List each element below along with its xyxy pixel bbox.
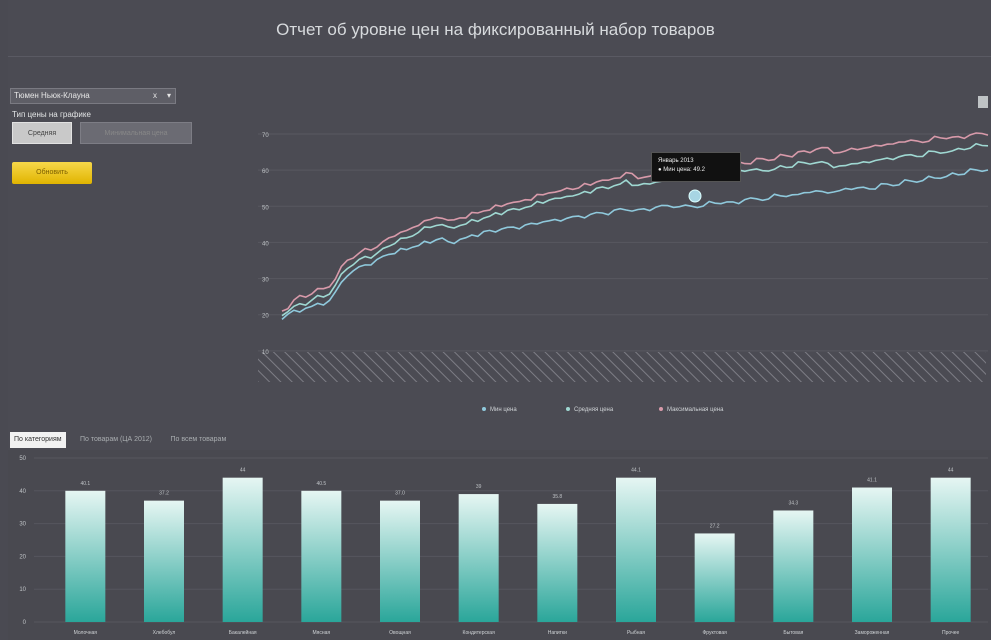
x-tick-label: Рыбная	[627, 630, 645, 636]
x-tick-label: Хлебобул	[153, 630, 176, 636]
bar-value-label: 44.1	[631, 468, 641, 474]
legend-marker	[482, 407, 486, 411]
y-tick-label: 70	[262, 133, 269, 139]
bar[interactable]	[458, 494, 499, 622]
y-tick-label: 40	[262, 241, 269, 247]
hover-point[interactable]	[688, 189, 702, 203]
x-tick-label: Бытовая	[783, 630, 803, 636]
bar-value-label: 40.5	[316, 481, 326, 487]
city-select[interactable]: Тюмен Ньюк-Клауна x ▾	[10, 88, 176, 104]
bar-chart: 0 10 20 30 40 50 40.1 Молочная 37.2 Хлебобул 44 Ба…	[19, 456, 988, 636]
x-tick-label: Мясная	[313, 630, 331, 636]
x-tick-label: Бакалейная	[229, 629, 257, 636]
y-tick-label: 40	[19, 489, 26, 495]
bar-value-label: 34.3	[788, 500, 798, 506]
bar-value-label: 39	[476, 484, 482, 490]
bar[interactable]	[65, 490, 106, 622]
chart-menu-button[interactable]	[978, 96, 988, 108]
title-divider	[8, 56, 991, 57]
legend-marker	[566, 407, 570, 411]
x-tick-label: Молочная	[74, 630, 98, 636]
y-tick-label: 30	[19, 522, 26, 528]
line-chart: 10 20 30 40 50 60 70 Мин цена Средняя цена Макси…	[258, 132, 989, 413]
bar-value-label: 35.8	[552, 494, 562, 500]
bar[interactable]	[930, 477, 971, 622]
series-line[interactable]	[281, 132, 989, 312]
chart-tooltip: Январь 2013 ● Мин цена: 49.2	[651, 152, 741, 182]
legend-label[interactable]: Средняя цена	[574, 407, 614, 413]
bar[interactable]	[694, 533, 735, 622]
price-type-minimum-button[interactable]: Минимальная цена	[80, 122, 192, 144]
tab-all-products[interactable]: По всем товарам	[170, 436, 227, 443]
tooltip-date: Январь 2013	[658, 158, 694, 164]
bar[interactable]	[380, 500, 420, 622]
x-tick-label: Прочее	[942, 630, 959, 636]
bar-value-label: 37.2	[159, 491, 169, 497]
bar[interactable]	[773, 510, 814, 622]
bar-value-label: 44	[240, 468, 246, 474]
y-tick-label: 10	[19, 587, 26, 593]
y-tick-label: 20	[19, 554, 26, 560]
tooltip-value: ● Мин цена: 49.2	[658, 167, 705, 173]
bar-tabs: По категориям По товарам (ЦА 2012) По вс…	[10, 428, 236, 448]
x-tick-label: Напитки	[548, 630, 567, 636]
refresh-button[interactable]: Обновить	[12, 162, 92, 184]
x-tick-label: Кондитерская	[463, 630, 496, 636]
bar[interactable]	[852, 487, 892, 622]
page-title: Отчет об уровне цен на фиксированный наб…	[276, 20, 715, 39]
y-tick-label: 30	[262, 278, 269, 284]
y-tick-label: 0	[23, 620, 27, 626]
legend-label[interactable]: Максимальная цена	[667, 407, 724, 413]
bar-value-label: 37.0	[395, 491, 405, 497]
bar[interactable]	[301, 490, 342, 622]
x-tick-label: Фруктовая	[702, 630, 727, 636]
y-tick-label: 50	[262, 205, 269, 211]
bar[interactable]	[144, 500, 184, 622]
chevron-down-icon[interactable]: ▾	[166, 91, 171, 100]
bar[interactable]	[616, 477, 656, 622]
y-tick-label: 20	[262, 314, 269, 320]
city-select-value: Тюмен Ньюк-Клауна	[14, 91, 90, 100]
x-tick-label: Овощная	[389, 630, 411, 636]
price-type-average-button[interactable]: Средняя	[12, 122, 72, 144]
bar-value-label: 41.1	[867, 478, 877, 484]
bar[interactable]	[222, 477, 263, 622]
y-tick-label: 10	[262, 350, 269, 356]
bar-value-label: 44	[948, 468, 954, 474]
bar-value-label: 27.2	[710, 523, 720, 529]
legend-label[interactable]: Мин цена	[490, 407, 517, 413]
price-type-label: Тип цены на графике	[12, 110, 91, 119]
bar-value-label: 40.1	[80, 481, 90, 487]
series-line[interactable]	[281, 142, 989, 317]
legend-marker	[659, 407, 663, 411]
y-tick-label: 60	[262, 169, 269, 175]
x-tick-label: Замороженная	[855, 630, 890, 636]
tab-products[interactable]: По товарам (ЦА 2012)	[80, 436, 152, 443]
hatched-range	[258, 352, 986, 382]
clear-icon[interactable]: x	[153, 91, 157, 100]
bar[interactable]	[537, 503, 578, 622]
series-line[interactable]	[281, 168, 989, 320]
tab-categories[interactable]: По категориям	[10, 432, 66, 448]
y-tick-label: 50	[19, 456, 26, 462]
